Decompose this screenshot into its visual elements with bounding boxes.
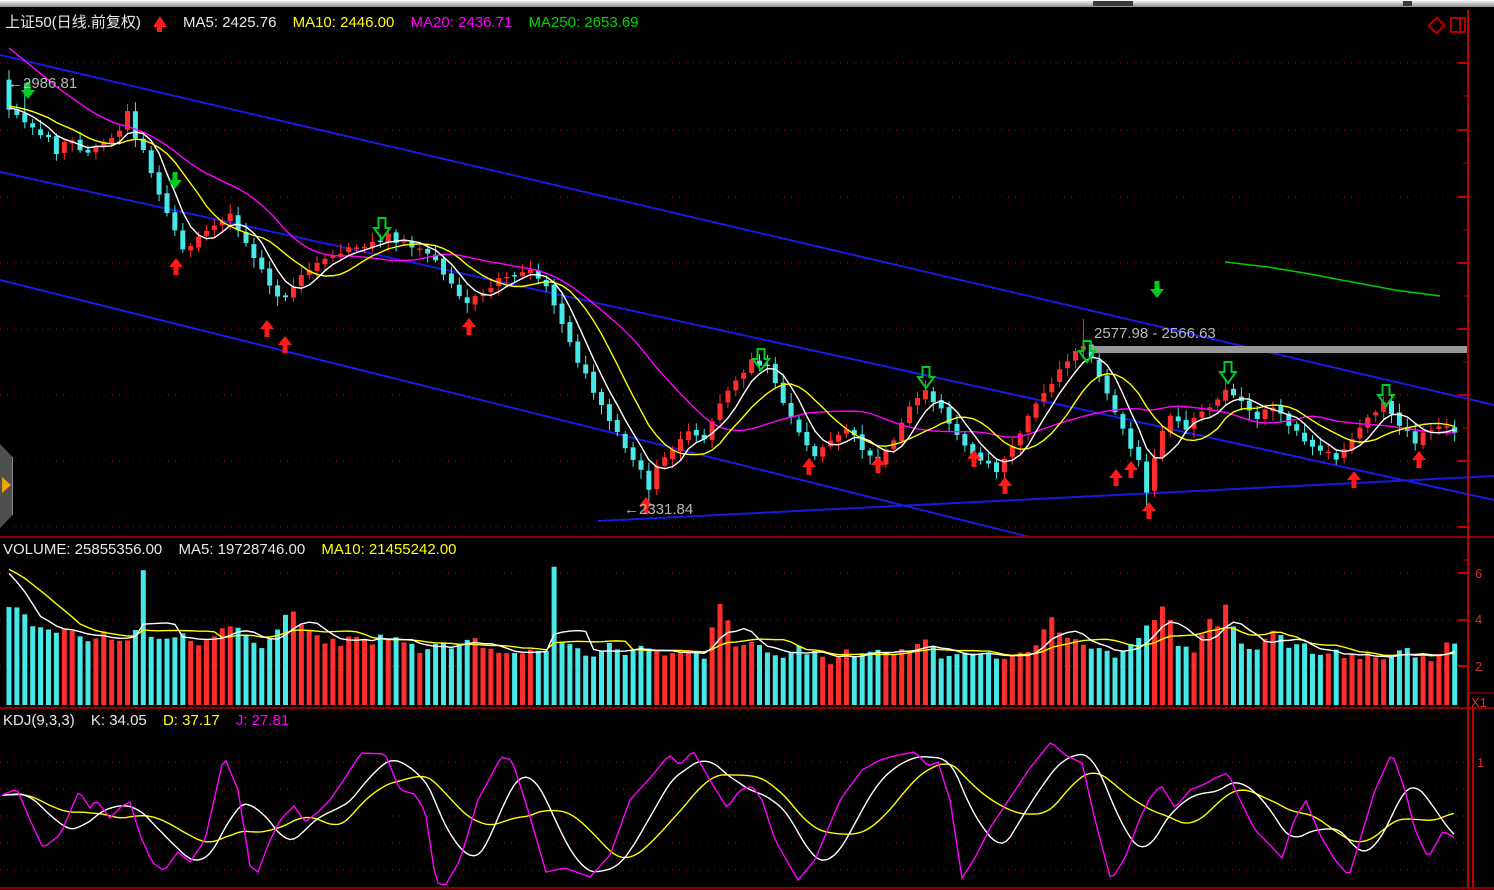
buy-signal-arrow [967,450,981,467]
annotation-resistance-range: 2577.98 - 2566.63 [1094,325,1216,342]
main-chart-header: 上证50(日线.前复权) MA5: 2425.76 MA10: 2446.00 … [5,11,651,32]
j-line [1,742,1455,886]
volume-ma-lines [8,568,1455,658]
sell-signal-arrow [168,172,182,189]
sell-signal-hollow-arrow [916,366,936,390]
annotation-low-price: ←2331.84 [624,501,694,518]
sell-signal-hollow-arrow [751,348,771,372]
volume-axis-tick-4: 4 [1475,612,1483,627]
k-line [1,753,1455,873]
panel-borders [0,10,1494,889]
kdj-axis-tick: 1 [1477,755,1485,770]
ma250-line [1224,261,1441,297]
window-edge-strip [0,0,1494,7]
sell-signal-hollow-arrow [1077,340,1097,364]
up-arrow-icon [152,16,167,32]
window-edge-notch [1403,1,1412,6]
ma250-value: MA250: 2653.69 [528,14,639,31]
sell-signal-hollow-arrow [372,217,392,241]
expand-arrow-icon [2,477,11,493]
ma5-value: MA5: 2425.76 [183,14,277,31]
buy-signal-arrow [260,320,274,337]
signal-arrows [21,82,1426,519]
kdj-params: KDJ(9,3,3) [3,712,75,729]
kdj-j-value: J: 27.81 [235,712,290,729]
ma-lines [8,47,1455,470]
volume-axis-tick-6: 6 [1475,566,1483,581]
window-edge-notch [1093,1,1133,6]
panes-icon[interactable] [1450,17,1466,33]
sell-signal-arrow [1150,281,1164,298]
buy-signal-arrow [1142,502,1156,519]
volume-axis-unit: X1 [1471,695,1487,710]
buy-signal-arrow [1347,471,1361,488]
security-title: 上证50(日线.前复权) [5,14,141,31]
buy-signal-arrow [1109,469,1123,486]
volume-axis-tick-2: 2 [1475,659,1483,674]
buy-signal-arrow [998,477,1012,494]
volume-bars [6,566,1458,705]
kdj-k-value: K: 34.05 [90,712,147,729]
sell-signal-hollow-arrow [1376,384,1396,408]
sell-signal-hollow-arrow [1218,361,1238,385]
panel-expand-handle[interactable] [0,444,13,528]
kdj-header: KDJ(9,3,3) K: 34.05 D: 37.17 J: 27.81 [3,712,301,729]
buy-signal-arrow [462,318,476,335]
resistance-bar [1092,346,1468,353]
vol-ma5-value: MA5: 19728746.00 [178,541,306,558]
kdj-lines [1,742,1455,886]
sell-signal-arrow [21,82,35,99]
buy-signal-arrow [871,456,885,473]
ma20-value: MA20: 2436.71 [410,14,513,31]
buy-signal-arrow [639,497,653,514]
buy-signal-arrow [1124,461,1138,478]
kdj-d-value: D: 37.17 [162,712,220,729]
buy-signal-arrow [169,258,183,275]
volume-gridlines [0,572,1468,667]
volume-header: VOLUME: 25855356.00 MA5: 19728746.00 MA1… [3,541,469,558]
ma10-value: MA10: 2446.00 [292,14,395,31]
volume-value: VOLUME: 25855356.00 [3,541,163,558]
buy-signal-arrow [1412,451,1426,468]
buy-signal-arrow [278,336,292,353]
buy-signal-arrow [802,458,816,475]
annotation-high-price: ←2986.81 [8,75,78,92]
vol-ma10-value: MA10: 21455242.00 [321,541,457,558]
